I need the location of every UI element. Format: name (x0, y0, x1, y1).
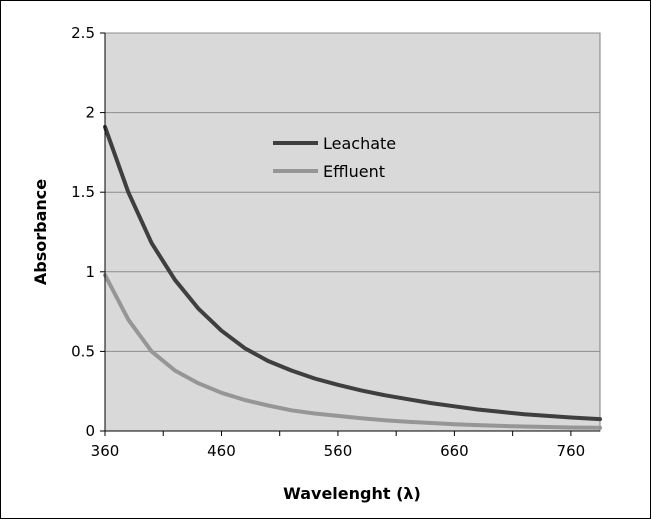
y-axis-title: Absorbance (31, 179, 50, 285)
series-line-effluent (103, 273, 602, 430)
legend-label-effluent: Effluent (323, 162, 385, 181)
series-line-leachate (103, 124, 602, 422)
plot-area (104, 32, 601, 432)
series-layer (103, 124, 602, 430)
y-tick-label: 0 (85, 422, 95, 440)
legend-label-leachate: Leachate (323, 134, 396, 153)
x-tick-label: 360 (91, 442, 120, 460)
x-tick-label: 460 (207, 442, 236, 460)
x-tick-label: 660 (440, 442, 469, 460)
x-tick-label: 560 (324, 442, 353, 460)
axes: 0 0.5 1 1.5 2 2.5 360 460 560 660 760 (71, 24, 600, 460)
y-tick-label: 1 (85, 263, 95, 281)
grid-lines (105, 32, 600, 352)
y-tick-label: 1.5 (71, 183, 95, 201)
y-tick-label: 2 (85, 104, 95, 122)
y-tick-label: 0.5 (71, 342, 95, 360)
x-axis-title: Wavelenght (λ) (283, 484, 421, 503)
legend: Leachate Effluent (273, 134, 396, 181)
x-tick-label: 760 (557, 442, 586, 460)
y-tick-label: 2.5 (71, 24, 95, 42)
